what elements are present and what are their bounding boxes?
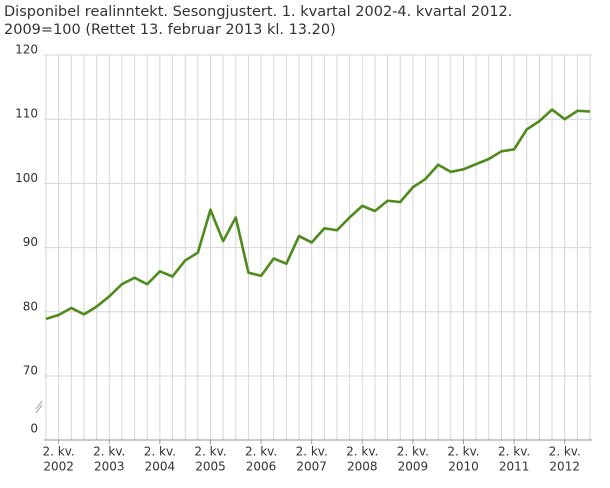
- x-tick-label: 2008: [347, 460, 378, 474]
- y-tick-label: 90: [23, 235, 38, 249]
- x-tick-label: 2011: [499, 460, 530, 474]
- axis-break: [35, 400, 43, 410]
- chart-subtitle: 2009=100 (Rettet 13. februar 2013 kl. 13…: [4, 22, 336, 38]
- x-tick-label: 2. kv.: [194, 445, 226, 459]
- y-tick-label: 100: [15, 171, 38, 185]
- x-tick-label: 2. kv.: [296, 445, 328, 459]
- y-tick-label: 120: [15, 43, 38, 57]
- x-tick-label: 2. kv.: [397, 445, 429, 459]
- x-tick-label: 2007: [296, 460, 327, 474]
- x-tick-label: 2012: [549, 460, 580, 474]
- x-tick-label: 2. kv.: [346, 445, 378, 459]
- chart-title: Disponibel realinntekt. Sesongjustert. 1…: [4, 4, 512, 20]
- x-tick-label: 2003: [94, 460, 125, 474]
- x-tick-label: 2. kv.: [245, 445, 277, 459]
- line: [45, 108, 591, 321]
- x-tick-label: 2006: [246, 460, 277, 474]
- x-tick-label: 2002: [43, 460, 74, 474]
- x-tick-label: 2. kv.: [43, 445, 75, 459]
- y-tick-label: 0: [30, 422, 38, 436]
- x-tick-label: 2009: [398, 460, 429, 474]
- axis-break: [35, 404, 43, 414]
- x-tick-label: 2010: [448, 460, 479, 474]
- x-tick-label: 2005: [195, 460, 226, 474]
- x-tick-label: 2. kv.: [144, 445, 176, 459]
- y-tick-label: 70: [23, 364, 38, 378]
- x-tick-label: 2. kv.: [93, 445, 125, 459]
- y-tick-label: 80: [23, 299, 38, 313]
- x-tick-label: 2. kv.: [549, 445, 581, 459]
- x-tick-label: 2. kv.: [447, 445, 479, 459]
- x-tick-label: 2004: [145, 460, 176, 474]
- y-tick-label: 110: [15, 107, 38, 121]
- x-tick-label: 2. kv.: [498, 445, 530, 459]
